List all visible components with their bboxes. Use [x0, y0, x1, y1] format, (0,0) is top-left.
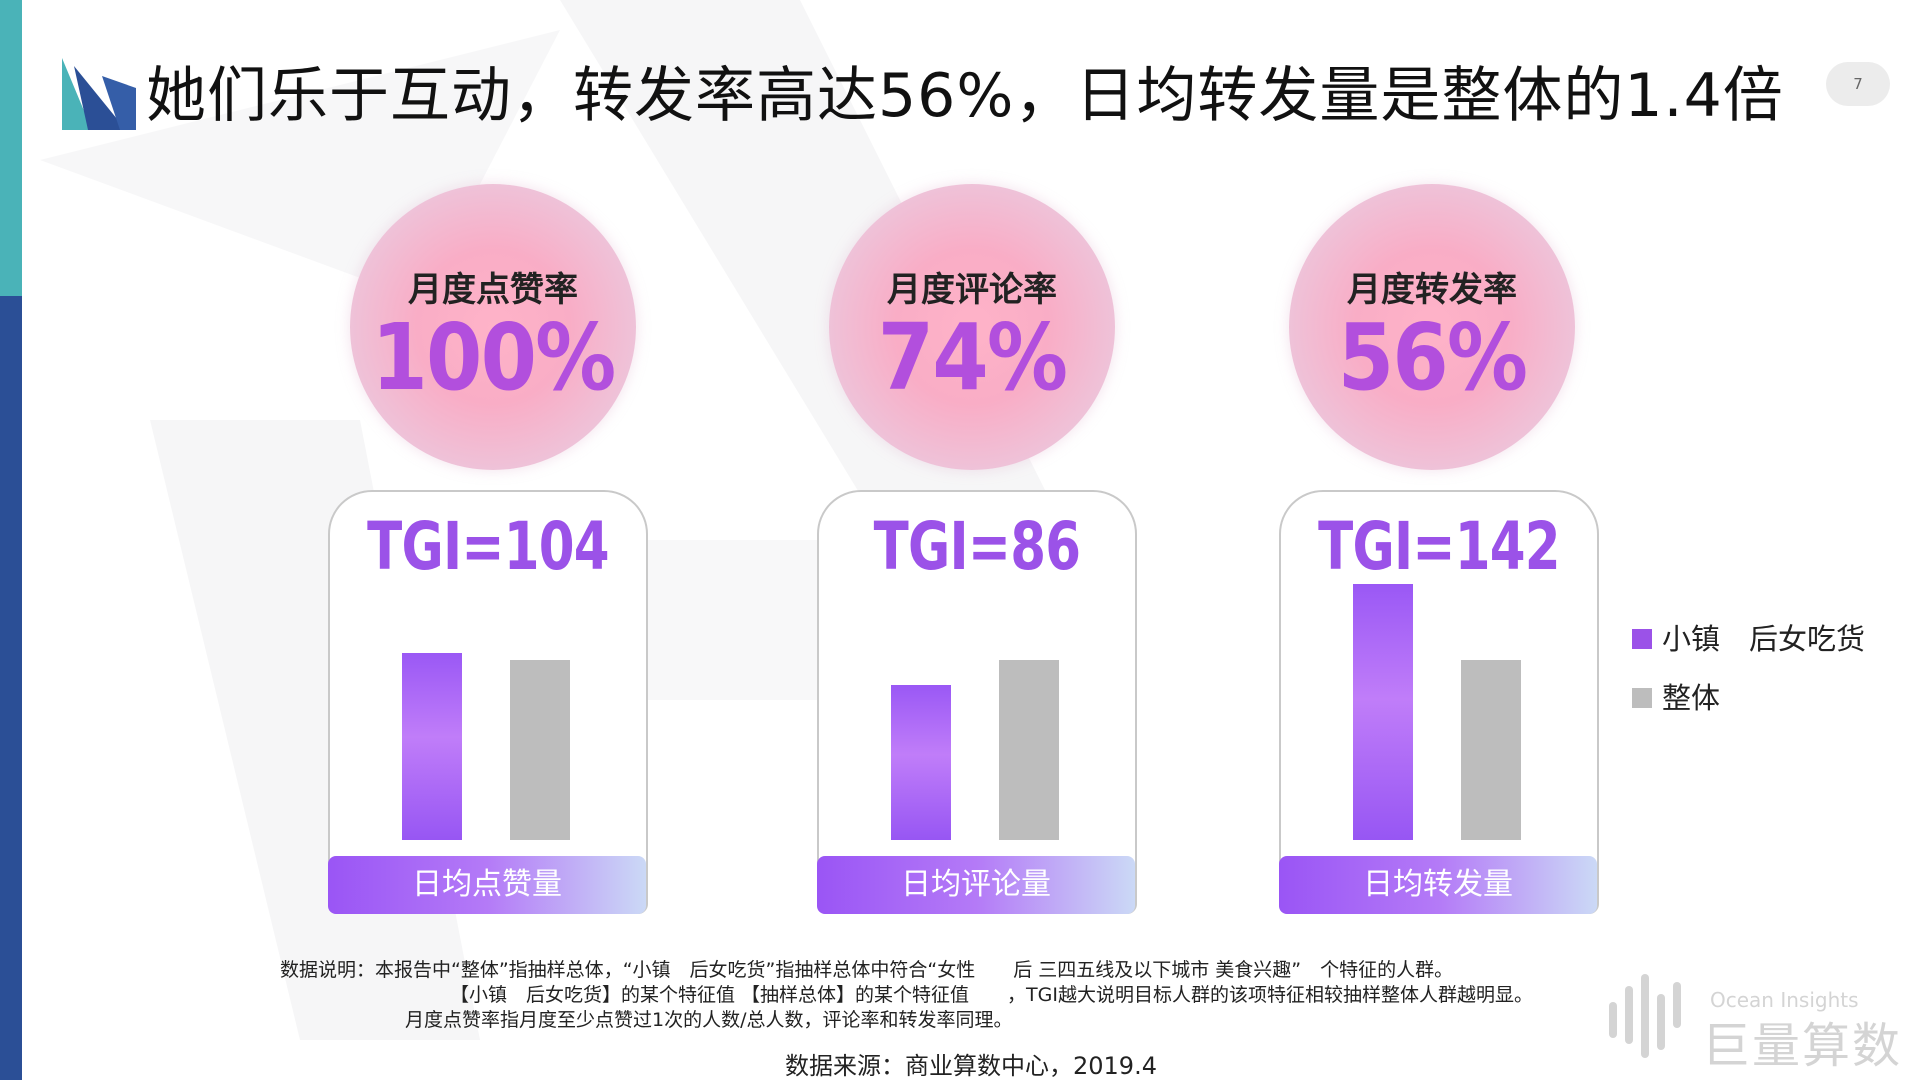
page-number-badge: 7	[1826, 62, 1890, 106]
legend-label: 小镇 后女吃货	[1662, 622, 1866, 656]
legend-item-target: 小镇 后女吃货	[1632, 616, 1865, 658]
data-note: 数据说明：本报告中“整体”指抽样总体，“小镇 后女吃货”指抽样总体中符合“女性 …	[280, 958, 1533, 1033]
bar-overall-shares	[1461, 660, 1521, 840]
metric-label: 月度点赞率	[408, 270, 578, 310]
metric-value: 100%	[371, 304, 616, 411]
tgi-label: TGI=142	[1318, 508, 1560, 585]
brand-name-cn: 巨量算数	[1702, 1018, 1903, 1074]
legend-item-overall: 整体	[1632, 675, 1720, 717]
bar-target-shares	[1353, 584, 1413, 840]
metric-label: 月度评论率	[887, 270, 1057, 310]
side-accent-teal	[0, 0, 22, 296]
legend-swatch-target	[1632, 629, 1652, 649]
note-line: 数据说明：本报告中“整体”指抽样总体，“小镇 后女吃货”指抽样总体中符合“女性 …	[280, 959, 1454, 981]
category-label: 日均点赞量	[328, 856, 646, 914]
note-line: 月度点赞率指月度至少点赞过1次的人数/总人数，评论率和转发率同理。	[405, 1009, 1013, 1031]
bar-overall-comments	[999, 660, 1059, 840]
note-line: 【小镇 后女吃货】的某个特征值 【抽样总体】的某个特征值 ，TGI越大说明目标人…	[450, 984, 1533, 1006]
bar-overall-likes	[510, 660, 570, 840]
brand-name-en: Ocean Insights	[1710, 988, 1859, 1012]
chart-panel-comments: TGI=86 日均评论量	[817, 490, 1137, 914]
metric-circle-shares: 月度转发率 56%	[1289, 184, 1575, 470]
metric-value: 74%	[877, 304, 1068, 411]
brand-bars-icon	[1609, 974, 1681, 1058]
bar-target-likes	[402, 653, 462, 840]
metric-value: 56%	[1337, 304, 1528, 411]
category-label: 日均评论量	[817, 856, 1135, 914]
tgi-label: TGI=86	[873, 508, 1081, 585]
chart-panel-likes: TGI=104 日均点赞量	[328, 490, 648, 914]
legend-swatch-overall	[1632, 688, 1652, 708]
metric-label: 月度转发率	[1347, 270, 1517, 310]
chart-panel-shares: TGI=142 日均转发量	[1279, 490, 1599, 914]
legend-label: 整体	[1662, 681, 1721, 715]
page-title: 她们乐于互动，转发率高达56%，日均转发量是整体的1.4倍	[146, 61, 1784, 131]
report-logo-icon	[62, 58, 136, 130]
metric-circle-comments: 月度评论率 74%	[829, 184, 1115, 470]
metric-circle-likes: 月度点赞率 100%	[350, 184, 636, 470]
data-source: 数据来源：商业算数中心，2019.4	[785, 1052, 1157, 1080]
side-accent-blue	[0, 296, 22, 1080]
bar-target-comments	[891, 685, 951, 840]
tgi-label: TGI=104	[367, 508, 609, 585]
category-label: 日均转发量	[1279, 856, 1597, 914]
